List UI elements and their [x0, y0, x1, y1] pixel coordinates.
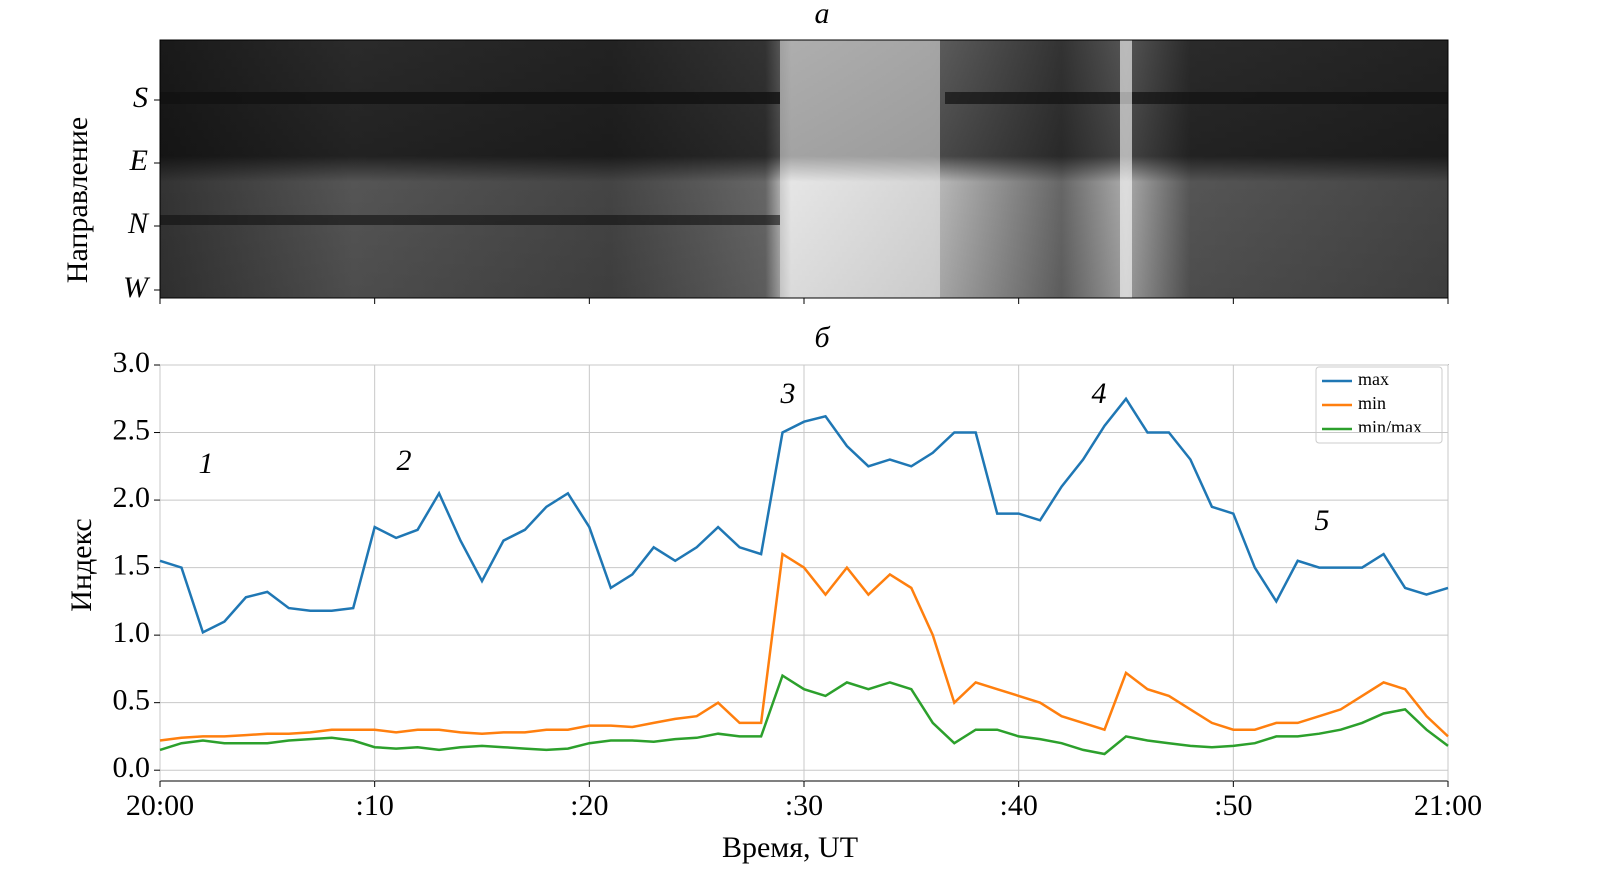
y-tick-label: W: [123, 271, 151, 304]
x-tick-label: 21:00: [1414, 789, 1482, 822]
x-tick-label: :20: [570, 789, 608, 822]
legend: max min min/max: [1315, 366, 1443, 444]
y-tick-label: 2.0: [113, 481, 151, 514]
x-tick-label: :10: [355, 789, 393, 822]
y-tick-label: 2.5: [113, 413, 151, 446]
x-tick-label: :30: [785, 789, 823, 822]
y-axis-label: Индекс: [65, 518, 98, 611]
annotation: 5: [1315, 504, 1330, 537]
panel-title: а: [815, 0, 830, 30]
y-tick-label: S: [133, 81, 148, 114]
x-axis-label: Время, UT: [722, 831, 858, 864]
series-line: [159, 396, 1449, 635]
series-line: [159, 552, 1449, 742]
y-axis-label: Направление: [61, 117, 94, 283]
y-tick-label: E: [129, 144, 148, 177]
annotation: 4: [1092, 377, 1107, 410]
x-tick-label: :40: [999, 789, 1037, 822]
series-line: [159, 673, 1449, 756]
y-tick-label: N: [127, 207, 150, 240]
annotation: 3: [780, 377, 796, 410]
y-tick-label: 0.0: [113, 751, 151, 784]
panel-title: б: [814, 321, 830, 354]
legend-label: min/max: [1358, 417, 1422, 437]
annotation: 2: [397, 444, 412, 477]
y-tick-label: 1.0: [113, 616, 151, 649]
legend-label: max: [1358, 369, 1389, 389]
heatmap: [159, 39, 1449, 299]
y-tick-label: 3.0: [113, 346, 151, 379]
x-tick-label: 20:00: [126, 789, 194, 822]
annotation: 1: [199, 447, 214, 480]
x-tick-label: :50: [1214, 789, 1252, 822]
y-tick-label: 1.5: [113, 548, 151, 581]
y-tick-label: 0.5: [113, 684, 151, 717]
legend-label: min: [1358, 393, 1386, 413]
